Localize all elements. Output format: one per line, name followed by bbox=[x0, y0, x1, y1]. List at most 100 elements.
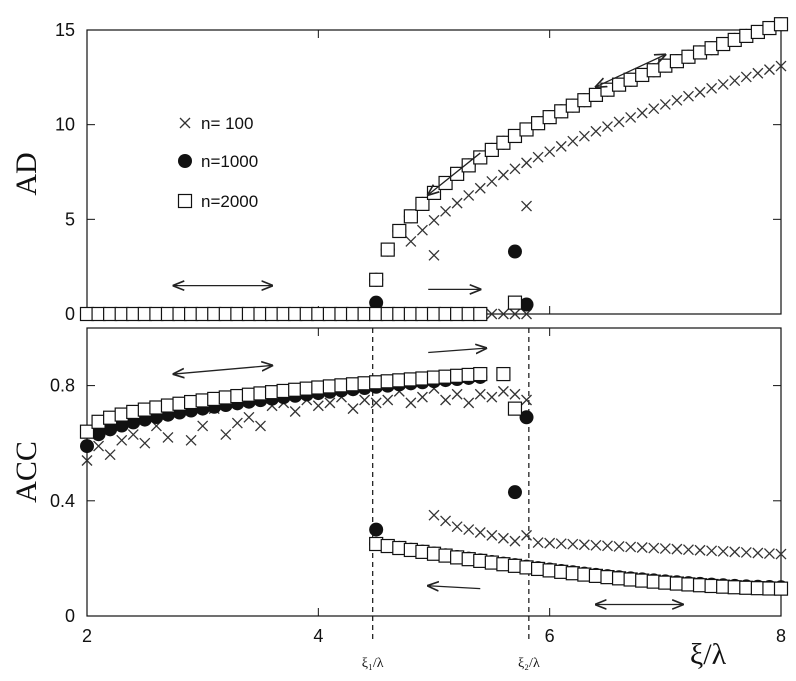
legend-label-n2000: n=2000 bbox=[201, 192, 258, 211]
legend-label-n100: n= 100 bbox=[201, 114, 253, 133]
data-point-cross bbox=[763, 548, 775, 559]
data-point-cross bbox=[521, 200, 532, 212]
data-point-square bbox=[392, 223, 407, 239]
data-point-cross bbox=[428, 249, 440, 261]
data-point-cross bbox=[474, 527, 486, 538]
data-point-cross bbox=[740, 71, 752, 83]
data-point-circle bbox=[103, 422, 118, 437]
data-point-cross bbox=[255, 420, 266, 432]
data-point-cross bbox=[359, 394, 371, 406]
data-point-cross bbox=[231, 417, 243, 429]
data-point-cross bbox=[567, 135, 579, 147]
data-point-cross bbox=[416, 224, 428, 236]
data-point-cross bbox=[752, 67, 764, 79]
data-point-cross bbox=[416, 391, 428, 403]
data-point-cross bbox=[451, 197, 463, 209]
data-point-cross bbox=[486, 529, 498, 541]
data-point-cross bbox=[405, 397, 417, 409]
data-point-cross bbox=[93, 440, 105, 452]
data-point-square bbox=[484, 142, 499, 158]
bottom-plot-frame bbox=[86, 327, 782, 617]
bottom-arrows bbox=[174, 348, 683, 604]
arrow bbox=[428, 152, 481, 195]
data-point-cross bbox=[659, 543, 671, 555]
data-point-cross bbox=[671, 543, 683, 555]
series-100 bbox=[81, 383, 787, 560]
legend-entry-n100 bbox=[179, 117, 191, 129]
arrow bbox=[428, 586, 481, 589]
bottom-ticks: 0 0.4 0.8 2 4 6 8 bbox=[50, 328, 786, 646]
data-point-cross bbox=[671, 94, 683, 106]
data-point-cross bbox=[683, 544, 694, 556]
data-point-cross bbox=[382, 394, 394, 406]
data-point-square bbox=[403, 209, 418, 224]
y-tick-label: 0 bbox=[65, 606, 75, 626]
data-point-cross bbox=[497, 169, 509, 181]
data-point-square bbox=[473, 306, 488, 322]
data-point-cross bbox=[474, 182, 486, 194]
data-point-cross bbox=[521, 157, 532, 169]
data-point-cross bbox=[555, 140, 567, 152]
legend-label-n1000: n=1000 bbox=[201, 152, 258, 171]
top-panel: 0 5 10 15 AD n= 100 n=1000 n=2000 bbox=[10, 17, 789, 324]
data-point-square bbox=[369, 272, 384, 287]
series-2000 bbox=[79, 366, 789, 596]
data-point-cross bbox=[440, 394, 452, 406]
data-point-cross bbox=[555, 538, 567, 550]
data-point-cross bbox=[729, 75, 741, 87]
series-2000 bbox=[79, 17, 789, 322]
data-point-cross bbox=[463, 524, 475, 536]
y-tick-label: 15 bbox=[55, 20, 75, 40]
data-point-cross bbox=[706, 82, 718, 94]
data-point-circle bbox=[114, 418, 129, 433]
data-point-cross bbox=[370, 397, 382, 409]
data-point-cross bbox=[428, 214, 440, 226]
data-point-circle bbox=[519, 297, 534, 312]
arrow bbox=[596, 55, 665, 87]
critical-line-label: ξ₁/λ bbox=[362, 656, 384, 671]
data-point-cross bbox=[532, 151, 544, 163]
data-point-cross bbox=[116, 434, 128, 446]
data-point-square bbox=[507, 401, 523, 416]
critical-lines: ξ₁/λ ξ₂/λ bbox=[362, 328, 540, 671]
data-point-cross bbox=[636, 107, 648, 119]
data-point-cross bbox=[740, 546, 752, 558]
y-tick-label: 10 bbox=[55, 115, 75, 135]
data-point-cross bbox=[220, 429, 232, 441]
data-point-cross bbox=[197, 420, 209, 432]
data-point-cross bbox=[625, 541, 637, 553]
data-point-cross bbox=[451, 521, 463, 533]
data-point-square bbox=[177, 193, 193, 209]
data-point-cross bbox=[532, 537, 544, 549]
x-tick-label: 8 bbox=[776, 626, 786, 646]
data-point-cross bbox=[763, 64, 775, 76]
data-point-cross bbox=[648, 103, 660, 115]
data-point-circle bbox=[369, 295, 384, 310]
data-point-cross bbox=[440, 205, 452, 217]
data-point-cross bbox=[683, 90, 694, 102]
data-point-cross bbox=[347, 403, 359, 415]
data-point-square bbox=[415, 196, 430, 211]
data-point-cross bbox=[405, 235, 417, 247]
data-point-cross bbox=[613, 540, 625, 552]
data-point-cross bbox=[179, 117, 191, 129]
legend-entry-n1000 bbox=[178, 154, 192, 168]
y-tick-label: 0.8 bbox=[50, 376, 75, 396]
data-point-cross bbox=[717, 545, 729, 557]
y-tick-label: 5 bbox=[65, 209, 75, 229]
data-point-cross bbox=[289, 406, 301, 417]
x-tick-label: 2 bbox=[82, 626, 92, 646]
data-point-cross bbox=[428, 509, 440, 521]
legend: n= 100 n=1000 n=2000 bbox=[177, 114, 258, 211]
y-tick-label: 0 bbox=[65, 304, 75, 324]
data-point-cross bbox=[104, 449, 116, 461]
data-point-square bbox=[473, 150, 488, 165]
data-point-cross bbox=[602, 540, 613, 552]
data-point-cross bbox=[324, 397, 336, 409]
data-point-cross bbox=[648, 542, 660, 554]
data-point-cross bbox=[81, 455, 93, 466]
data-point-cross bbox=[717, 78, 729, 90]
data-point-cross bbox=[312, 400, 324, 412]
data-point-cross bbox=[602, 121, 613, 133]
data-point-cross bbox=[509, 163, 521, 175]
